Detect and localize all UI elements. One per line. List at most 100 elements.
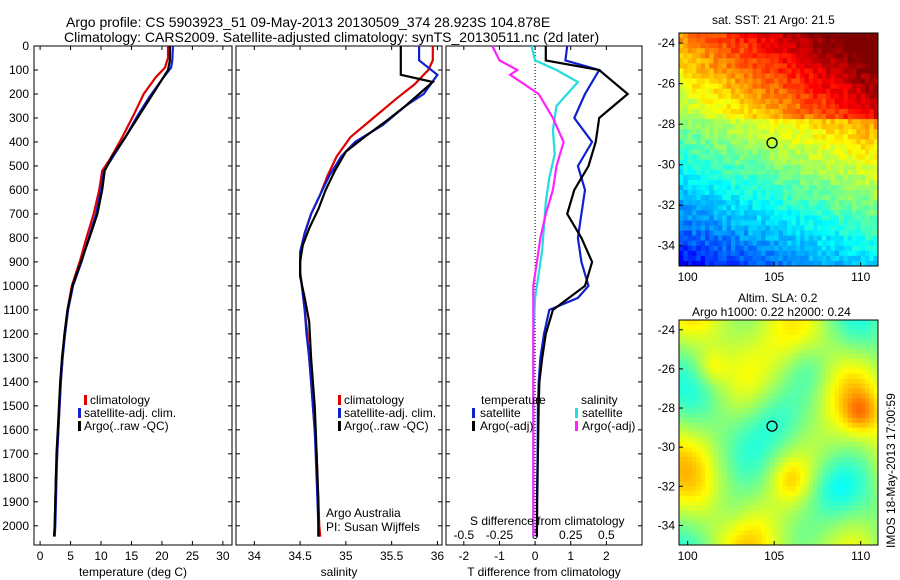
- heatmap-cell: [830, 500, 836, 507]
- heatmap-cell: [696, 364, 702, 370]
- heatmap-cell: [748, 320, 753, 326]
- heatmap-cell: [735, 373, 740, 380]
- heatmap-cell: [748, 124, 753, 130]
- heatmap-cell: [687, 190, 693, 196]
- heatmap-cell: [800, 388, 805, 394]
- heatmap-cell: [817, 129, 823, 135]
- heatmap-cell: [683, 83, 689, 90]
- heatmap-cell: [782, 476, 788, 482]
- heatmap-cell: [856, 134, 862, 140]
- heatmap-cell: [761, 344, 766, 350]
- heatmap-cell: [791, 403, 797, 409]
- heatmap-cell: [717, 164, 723, 171]
- heatmap-cell: [761, 403, 766, 409]
- heatmap-cell: [873, 174, 879, 181]
- heatmap-cell: [787, 344, 792, 350]
- heatmap-cell: [808, 408, 814, 414]
- heatmap-cell: [813, 408, 818, 414]
- heatmap-cell: [839, 344, 844, 350]
- heatmap-cell: [761, 205, 766, 211]
- heatmap-cell: [691, 190, 697, 196]
- heatmap-cell: [852, 403, 857, 409]
- heatmap-cell: [852, 373, 857, 380]
- heatmap-cell: [778, 364, 784, 370]
- heatmap-cell: [700, 235, 706, 242]
- heatmap-cell: [748, 452, 753, 458]
- heatmap-cell: [752, 408, 758, 414]
- heatmap-cell: [717, 179, 723, 186]
- heatmap-cell: [774, 240, 779, 247]
- heatmap-cell: [743, 250, 749, 257]
- heatmap-cell: [795, 354, 801, 360]
- heatmap-cell: [808, 190, 814, 196]
- heatmap-cell: [709, 329, 715, 336]
- heatmap-cell: [804, 230, 810, 237]
- heatmap-cell: [735, 432, 740, 438]
- heatmap-cell: [756, 349, 762, 355]
- heatmap-cell: [778, 417, 784, 424]
- heatmap-cell: [782, 225, 788, 231]
- heatmap-cell: [743, 114, 749, 120]
- heatmap-cell: [869, 349, 875, 355]
- heatmap-cell: [774, 184, 779, 191]
- heatmap-cell: [865, 496, 870, 502]
- heatmap-cell: [717, 359, 723, 365]
- heatmap-cell: [869, 491, 875, 497]
- top-axis-label: S difference from climatology: [470, 514, 625, 528]
- heatmap-cell: [730, 466, 736, 473]
- heatmap-cell: [713, 225, 719, 231]
- heatmap-cell: [839, 119, 844, 125]
- heatmap-cell: [739, 447, 745, 453]
- heatmap-cell: [808, 210, 814, 216]
- heatmap-cell: [782, 190, 788, 196]
- heatmap-cell: [843, 329, 849, 336]
- heatmap-cell: [704, 349, 710, 355]
- heatmap-cell: [787, 368, 792, 375]
- heatmap-cell: [756, 179, 762, 186]
- heatmap-cell: [735, 190, 740, 196]
- heatmap-cell: [765, 48, 771, 54]
- heatmap-cell: [808, 88, 814, 95]
- heatmap-cell: [726, 461, 732, 468]
- heatmap-cell: [843, 505, 849, 512]
- depth-tick-label: 1200: [2, 327, 29, 341]
- heatmap-cell: [804, 520, 810, 526]
- heatmap-cell: [774, 383, 779, 389]
- heatmap-cell: [739, 88, 745, 95]
- heatmap-cell: [804, 235, 810, 242]
- heatmap-cell: [873, 393, 879, 399]
- heatmap-cell: [683, 98, 689, 105]
- heatmap-cell: [787, 349, 792, 355]
- heatmap-cell: [761, 43, 766, 49]
- heatmap-cell: [813, 114, 818, 120]
- heatmap-cell: [722, 68, 727, 74]
- heatmap-cell: [726, 329, 732, 336]
- heatmap-cell: [743, 154, 749, 161]
- heatmap-cell: [860, 540, 866, 546]
- heatmap-cell: [709, 515, 715, 521]
- heatmap-cell: [739, 108, 745, 115]
- heatmap-cell: [691, 215, 697, 221]
- heatmap-cell: [687, 245, 693, 252]
- heatmap-cell: [817, 103, 823, 110]
- heatmap-cell: [800, 354, 805, 360]
- heatmap-cell: [748, 73, 753, 79]
- heatmap-cell: [722, 417, 727, 424]
- heatmap-cell: [774, 220, 779, 226]
- heatmap-cell: [860, 205, 866, 211]
- heatmap-cell: [774, 205, 779, 211]
- heatmap-cell: [774, 540, 779, 546]
- heatmap-cell: [852, 505, 857, 512]
- heatmap-cell: [839, 388, 844, 394]
- heatmap-cell: [795, 169, 801, 176]
- heatmap-cell: [696, 174, 702, 181]
- heatmap-cell: [843, 388, 849, 394]
- heatmap-cell: [847, 33, 853, 39]
- heatmap-cell: [791, 481, 797, 487]
- legend-swatch-temp-argo: [472, 421, 475, 431]
- heatmap-cell: [860, 200, 866, 206]
- heatmap-cell: [804, 83, 810, 90]
- heatmap-cell: [869, 393, 875, 399]
- heatmap-cell: [683, 388, 689, 394]
- heatmap-cell: [843, 149, 849, 155]
